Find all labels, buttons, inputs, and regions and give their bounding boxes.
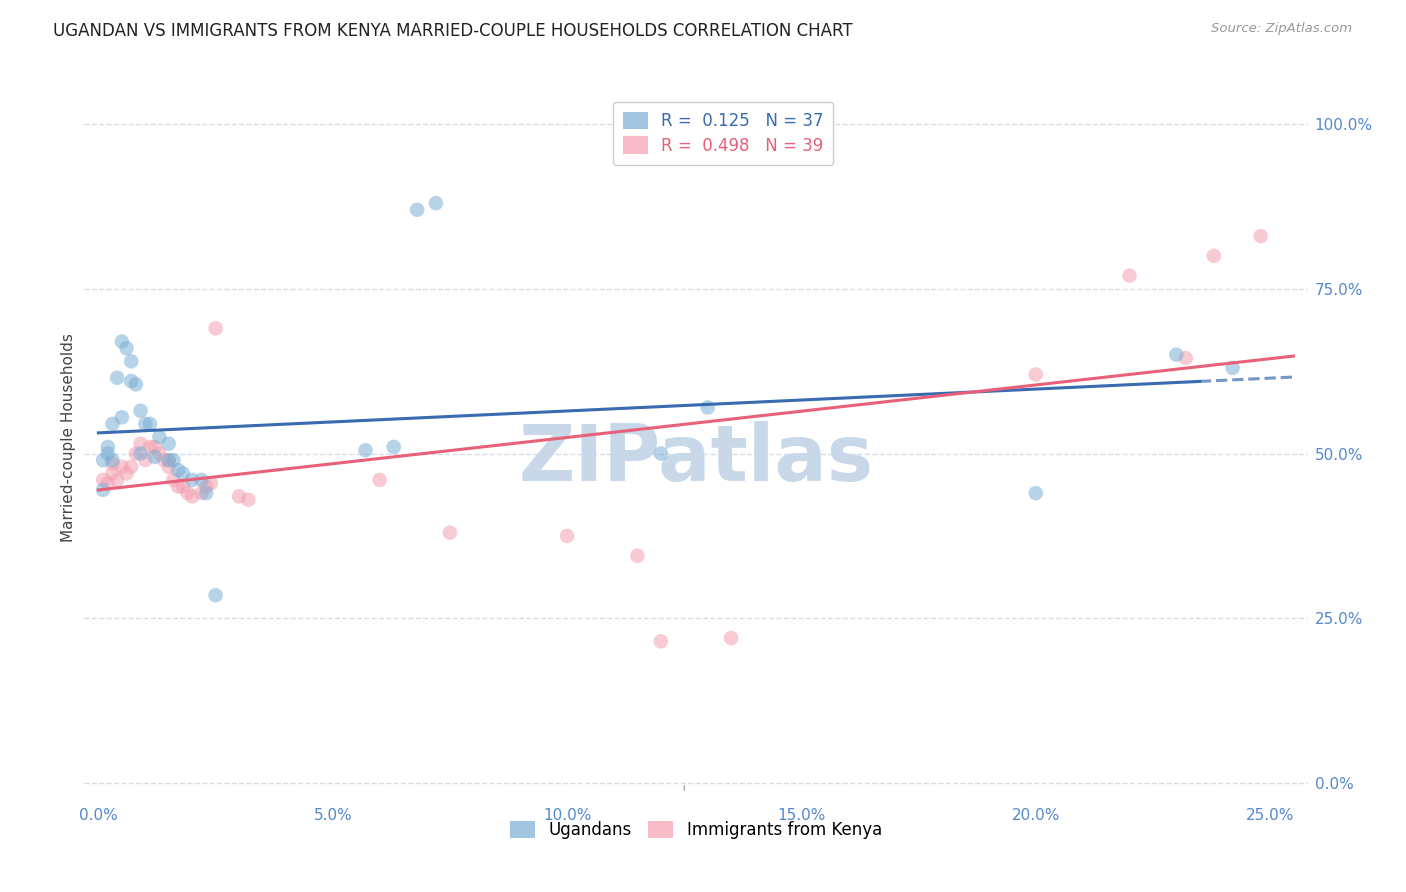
Point (143, 450, 166, 464)
Point (190, 473, 212, 487)
Point (1222, 360, 1244, 375)
Point (91, 473, 114, 487)
Point (120, 374, 142, 388)
Point (129, 446, 152, 460)
Point (720, 631, 742, 645)
Point (368, 473, 391, 487)
Point (101, 453, 124, 467)
Point (1250, 229, 1272, 244)
Point (129, 436, 152, 450)
Point (195, 486, 218, 500)
Point (1118, 268, 1140, 283)
Point (129, 403, 152, 417)
Point (204, 321, 226, 335)
Point (181, 489, 204, 503)
Point (650, 634, 672, 648)
Point (650, 446, 672, 460)
Point (167, 463, 190, 477)
Point (101, 417, 124, 431)
Point (195, 479, 218, 493)
Point (97, 476, 120, 491)
Point (406, 202, 429, 217)
Point (172, 467, 194, 481)
Point (148, 446, 170, 460)
Point (157, 453, 180, 467)
Y-axis label: Married-couple Households: Married-couple Households (60, 333, 76, 541)
Text: Source: ZipAtlas.com: Source: ZipAtlas.com (1212, 22, 1353, 36)
Point (125, 446, 148, 460)
Point (162, 453, 184, 467)
Point (1166, 348, 1188, 362)
Point (204, 588, 226, 602)
Point (139, 440, 162, 454)
Point (97, 440, 120, 454)
Point (97, 446, 120, 460)
Text: UGANDAN VS IMMIGRANTS FROM KENYA MARRIED-COUPLE HOUSEHOLDS CORRELATION CHART: UGANDAN VS IMMIGRANTS FROM KENYA MARRIED… (53, 22, 853, 40)
Point (120, 459, 142, 474)
Point (181, 473, 204, 487)
Point (190, 486, 212, 500)
Point (382, 440, 405, 454)
Point (153, 453, 176, 467)
Point (172, 479, 194, 493)
Legend: Ugandans, Immigrants from Kenya: Ugandans, Immigrants from Kenya (503, 814, 889, 846)
Point (91, 453, 114, 467)
Point (105, 473, 128, 487)
Point (1025, 486, 1047, 500)
Point (115, 341, 138, 355)
Point (120, 354, 142, 368)
Point (134, 453, 156, 467)
Point (148, 430, 170, 444)
Point (111, 334, 134, 349)
Point (228, 489, 250, 503)
Point (238, 492, 260, 507)
Point (115, 467, 138, 481)
Point (200, 476, 222, 491)
Point (111, 459, 134, 474)
Point (111, 410, 134, 425)
Point (176, 486, 198, 500)
Point (167, 479, 190, 493)
Point (143, 440, 166, 454)
Point (425, 196, 447, 211)
Point (105, 371, 128, 385)
Point (626, 549, 648, 563)
Point (101, 467, 124, 481)
Point (157, 453, 180, 467)
Point (696, 401, 718, 415)
Point (101, 457, 124, 471)
Point (439, 525, 461, 540)
Point (91, 483, 114, 497)
Point (134, 417, 156, 431)
Point (157, 459, 180, 474)
Point (1025, 368, 1047, 382)
Point (162, 473, 184, 487)
Point (139, 417, 162, 431)
Point (354, 443, 377, 458)
Point (1174, 351, 1197, 365)
Point (125, 377, 148, 392)
Point (157, 436, 180, 450)
Point (1202, 249, 1225, 263)
Text: ZIPatlas: ZIPatlas (519, 421, 873, 497)
Point (555, 529, 578, 543)
